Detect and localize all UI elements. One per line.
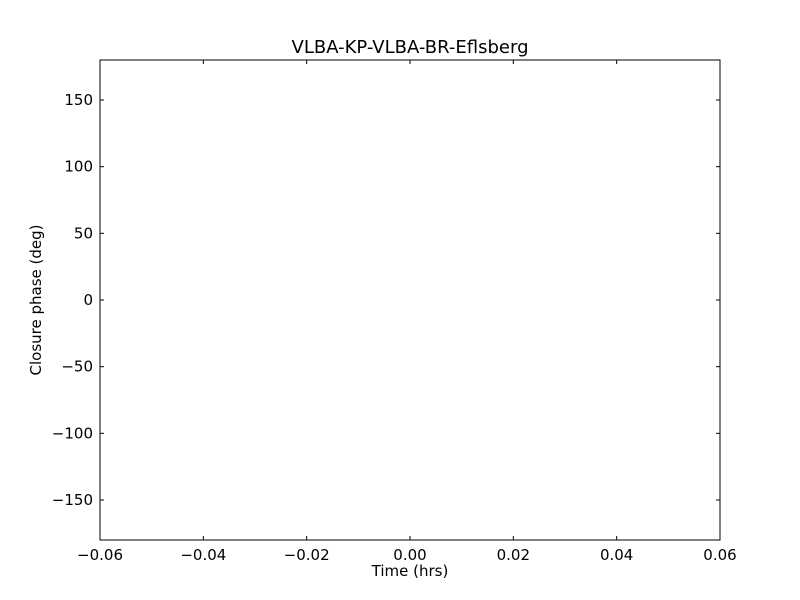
x-tick-label: 0.02: [497, 546, 530, 564]
x-tick-label: 0.00: [393, 546, 426, 564]
x-tick-label: −0.02: [284, 546, 330, 564]
y-tick-label: 0: [83, 291, 93, 309]
plot-area: [99, 59, 721, 541]
x-tick-label: 0.06: [703, 546, 736, 564]
y-tick-label: −50: [61, 358, 93, 376]
y-tick-label: 150: [64, 91, 93, 109]
y-tick-label: −150: [52, 491, 93, 509]
y-axis-label: Closure phase (deg): [27, 225, 45, 376]
y-tick-label: 100: [64, 158, 93, 176]
x-tick-label: 0.04: [600, 546, 633, 564]
x-tick-label: −0.06: [77, 546, 123, 564]
y-tick-label: −100: [52, 424, 93, 442]
y-tick-label: 50: [74, 224, 93, 242]
x-axis-label: Time (hrs): [371, 562, 449, 580]
chart-title: VLBA-KP-VLBA-BR-Eflsberg: [292, 37, 529, 58]
axis-ticks: −0.06 −0.04 −0.02 0.00 0.02 0.04 0.06 150 100 50 0…: [52, 60, 737, 564]
x-tick-label: −0.04: [180, 546, 226, 564]
